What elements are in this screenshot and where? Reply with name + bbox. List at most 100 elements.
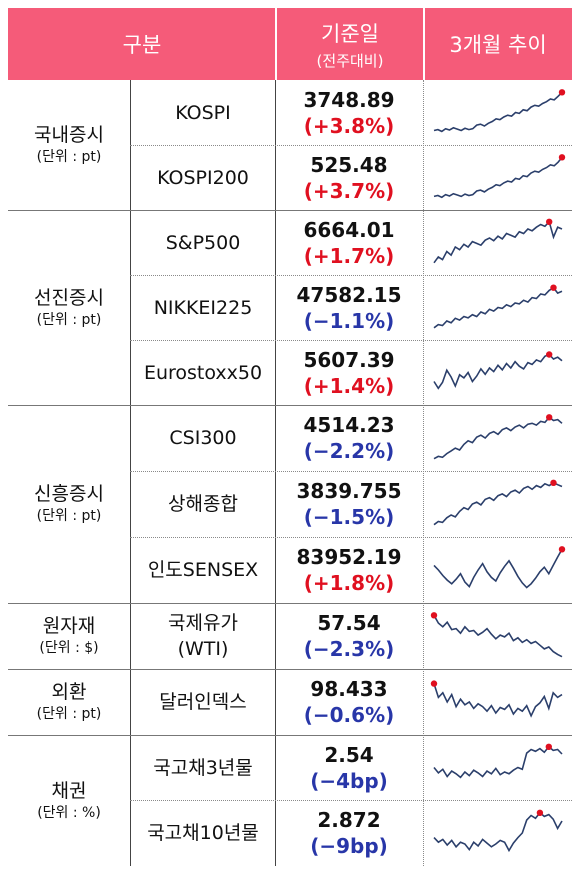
header-category-label: 구분 [122,33,162,57]
sparkline-high-marker [536,809,544,816]
index-name: Eurostoxx50 [143,361,263,384]
weekly-change: (+1.7%) [303,243,395,268]
value-cell: 47582.15 (−1.1%) [276,275,422,340]
trend-sparkline [426,603,572,669]
sparkline-high-marker [546,351,553,358]
index-value: 4514.23 [303,413,395,437]
group-name: 원자재 [42,615,96,637]
group-name: 국내증시 [34,124,104,146]
group-cell-developed: 선진증시 (단위 : pt) [8,210,130,405]
sparkline-svg [433,479,563,526]
group-divider [8,210,572,211]
trend-sparkline [426,800,572,866]
sparkline-path [433,286,563,329]
index-name: 국고채3년물 [153,756,253,779]
group-name: 외환 [51,681,87,703]
group-unit: (단위 : pt) [36,149,102,165]
group-unit: (단위 : pt) [36,706,102,722]
group-unit: (단위 : pt) [36,311,102,328]
group-name: 채권 [51,779,87,802]
trend-sparkline [426,405,572,471]
weekly-change: (−1.5%) [303,505,395,529]
group-divider [8,405,572,406]
group-divider [8,669,572,670]
trend-sparkline [426,275,572,340]
sparkline-high-marker [546,218,553,225]
weekly-change: (+3.8%) [303,113,395,138]
header-base-date-label: 기준일 [321,21,379,46]
index-value: 3748.89 [303,87,395,112]
column-divider [275,80,276,866]
sparkline-high-marker [558,154,566,161]
value-cell: 6664.01 (+1.7%) [276,210,422,275]
index-name: 국고채10년물 [147,822,259,844]
sparkline-high-marker [546,414,553,421]
index-name: 상해종합 [168,493,238,515]
group-name: 선진증시 [34,286,104,309]
sparkline-high-marker [430,680,438,687]
value-cell: 57.54 (−2.3%) [276,603,422,669]
sparkline-path [433,156,563,199]
index-value: 525.48 [310,152,388,177]
weekly-change: (−1.1%) [303,308,395,333]
value-cell: 98.433 (−0.6%) [276,669,422,735]
sparkline-high-marker [558,89,566,96]
trend-sparkline [426,145,572,210]
sparkline-high-marker [558,546,566,553]
trend-sparkline [426,669,572,735]
index-value: 47582.15 [296,282,402,307]
weekly-change: (+1.4%) [303,373,395,398]
row-divider [130,471,572,472]
group-name: 신흥증시 [34,483,104,505]
value-cell: 83952.19 (+1.8%) [276,537,422,603]
index-name: CSI300 [169,427,237,449]
header-trend: 3개월 추이 [424,8,572,80]
trend-sparkline [426,340,572,405]
row-divider [130,145,572,146]
sparkline-svg [430,612,563,658]
index-value: 98.433 [310,677,388,701]
index-name: NIKKEI225 [153,296,253,319]
header-base-date-sub: (전주대비) [316,51,384,70]
group-divider [8,603,572,604]
sparkline-svg [430,680,563,718]
sparkline-svg [433,414,563,460]
sparkline-path [433,416,563,460]
trend-sparkline [426,80,572,145]
trend-sparkline [426,537,572,603]
trend-sparkline [426,471,572,537]
group-cell-fx: 외환 (단위 : pt) [8,669,130,735]
sparkline-path [433,353,563,390]
row-divider [130,800,572,801]
sparkline-high-marker [550,479,557,486]
sparkline-path [433,481,563,526]
index-name: S&P500 [165,231,241,254]
value-cell: 2.872 (−9bp) [276,800,422,866]
group-unit: (단위 : %) [37,804,101,821]
row-divider [130,275,572,276]
group-cell-domestic: 국내증시 (단위 : pt) [8,80,130,210]
header-trend-label: 3개월 추이 [449,33,547,57]
value-cell: 3839.755 (−1.5%) [276,471,422,537]
header-base-date: 기준일 (전주대비) [276,8,424,80]
index-value: 3839.755 [296,479,402,503]
index-name: 달러인덱스 [159,691,247,713]
weekly-change: (+3.7%) [303,178,395,203]
column-divider [130,80,131,866]
row-divider [130,537,572,538]
index-value: 57.54 [317,611,381,635]
weekly-change: (−4bp) [310,768,388,793]
value-cell: 4514.23 (−2.2%) [276,405,422,471]
sparkline-path [433,683,563,718]
index-name-line2: (WTI) [177,638,229,660]
sparkline-high-marker [550,284,557,291]
group-unit: (단위 : $) [39,640,99,656]
index-value: 5607.39 [303,347,395,372]
trend-sparkline [426,735,572,800]
sparkline-svg [433,546,566,589]
value-cell: 5607.39 (+1.4%) [276,340,422,405]
sparkline-high-marker [430,612,438,619]
index-value: 83952.19 [296,545,402,569]
weekly-change: (−2.2%) [303,439,395,463]
